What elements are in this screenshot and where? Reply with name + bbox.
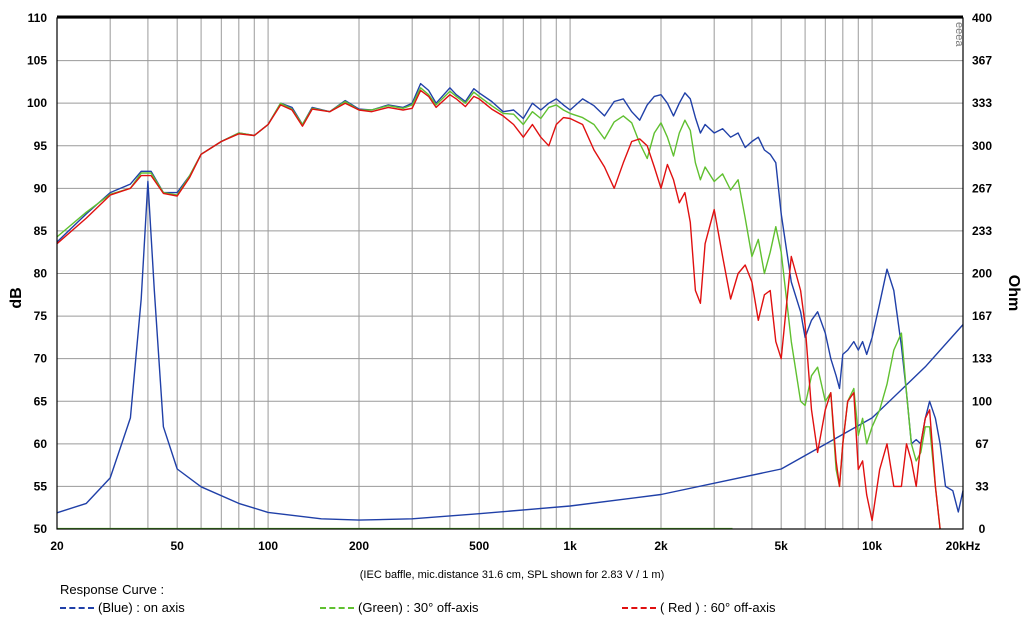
y-tick-label-11: 105 bbox=[27, 54, 47, 68]
x-tick-label-9: 20kHz bbox=[946, 539, 981, 553]
y2-tick-label-4: 133 bbox=[972, 352, 992, 366]
y-tick-label-10: 100 bbox=[27, 96, 47, 110]
legend-swatch-red bbox=[622, 606, 656, 609]
y-tick-label-5: 75 bbox=[34, 309, 48, 323]
legend-label-red: ( Red ) : 60° off-axis bbox=[660, 600, 776, 615]
y-tick-label-8: 90 bbox=[34, 181, 48, 195]
spl-curves bbox=[56, 82, 964, 530]
y2-tick-label-3: 100 bbox=[972, 394, 992, 408]
y2-tick-label-10: 333 bbox=[972, 96, 992, 110]
grid bbox=[56, 17, 964, 530]
legend-swatch-blue bbox=[60, 606, 94, 609]
y2-tick-label-12: 400 bbox=[972, 11, 992, 25]
y2-tick-label-1: 33 bbox=[975, 479, 989, 493]
y2-tick-label-9: 300 bbox=[972, 139, 992, 153]
legend-swatch-green bbox=[320, 606, 354, 609]
y-tick-label-9: 95 bbox=[34, 139, 48, 153]
y-tick-label-2: 60 bbox=[34, 437, 48, 451]
x-tick-label-6: 2k bbox=[654, 539, 668, 553]
watermark-text: eeea bbox=[953, 22, 965, 47]
legend-item-blue: (Blue) : on axis bbox=[60, 600, 185, 615]
y-tick-label-3: 65 bbox=[34, 394, 48, 408]
y-tick-label-4: 70 bbox=[34, 352, 48, 366]
y2-axis-title: Ohm bbox=[1005, 275, 1022, 311]
x-tick-label-5: 1k bbox=[563, 539, 577, 553]
y2-axis-ticks: 0 33 67 100 133 167 200 233 267 300 333 367 400 bbox=[972, 11, 992, 536]
y-tick-label-12: 110 bbox=[28, 11, 48, 25]
legend-item-green: (Green) : 30° off-axis bbox=[320, 600, 479, 615]
y2-tick-label-6: 200 bbox=[972, 267, 992, 281]
y2-tick-label-11: 367 bbox=[972, 54, 992, 68]
series-red-line bbox=[56, 89, 941, 530]
y-tick-label-7: 85 bbox=[34, 224, 48, 238]
y-axis-title: dB bbox=[8, 287, 25, 308]
y2-tick-label-7: 233 bbox=[972, 224, 992, 238]
x-tick-label-3: 200 bbox=[349, 539, 369, 553]
y-axis-ticks: 50 55 60 65 70 75 80 85 90 95 100 105 110 bbox=[27, 11, 47, 536]
x-tick-label-0: 20 bbox=[50, 539, 64, 553]
x-tick-label-4: 500 bbox=[469, 539, 489, 553]
y2-tick-label-2: 67 bbox=[975, 437, 989, 451]
series-blue-line bbox=[56, 82, 964, 513]
y-tick-label-6: 80 bbox=[34, 267, 48, 281]
x-tick-label-8: 10k bbox=[862, 539, 882, 553]
legend-item-red: ( Red ) : 60° off-axis bbox=[622, 600, 776, 615]
y2-tick-label-8: 267 bbox=[972, 181, 992, 195]
y-tick-label-0: 50 bbox=[34, 522, 48, 536]
series-blue-impedance-line bbox=[56, 180, 964, 521]
legend-title: Response Curve : bbox=[60, 582, 165, 597]
y2-tick-label-0: 0 bbox=[979, 522, 986, 536]
y-tick-label-1: 55 bbox=[34, 479, 48, 493]
legend-label-blue: (Blue) : on axis bbox=[98, 600, 185, 615]
x-tick-label-1: 50 bbox=[170, 539, 184, 553]
measurement-note: (IEC baffle, mic.distance 31.6 cm, SPL s… bbox=[359, 569, 665, 581]
y2-tick-label-5: 167 bbox=[972, 309, 992, 323]
legend-label-green: (Green) : 30° off-axis bbox=[358, 600, 479, 615]
x-tick-label-7: 5k bbox=[774, 539, 788, 553]
x-tick-label-2: 100 bbox=[258, 539, 278, 553]
x-axis-ticks: 20 50 100 200 500 1k 2k 5k 10k 20kHz bbox=[50, 539, 980, 553]
